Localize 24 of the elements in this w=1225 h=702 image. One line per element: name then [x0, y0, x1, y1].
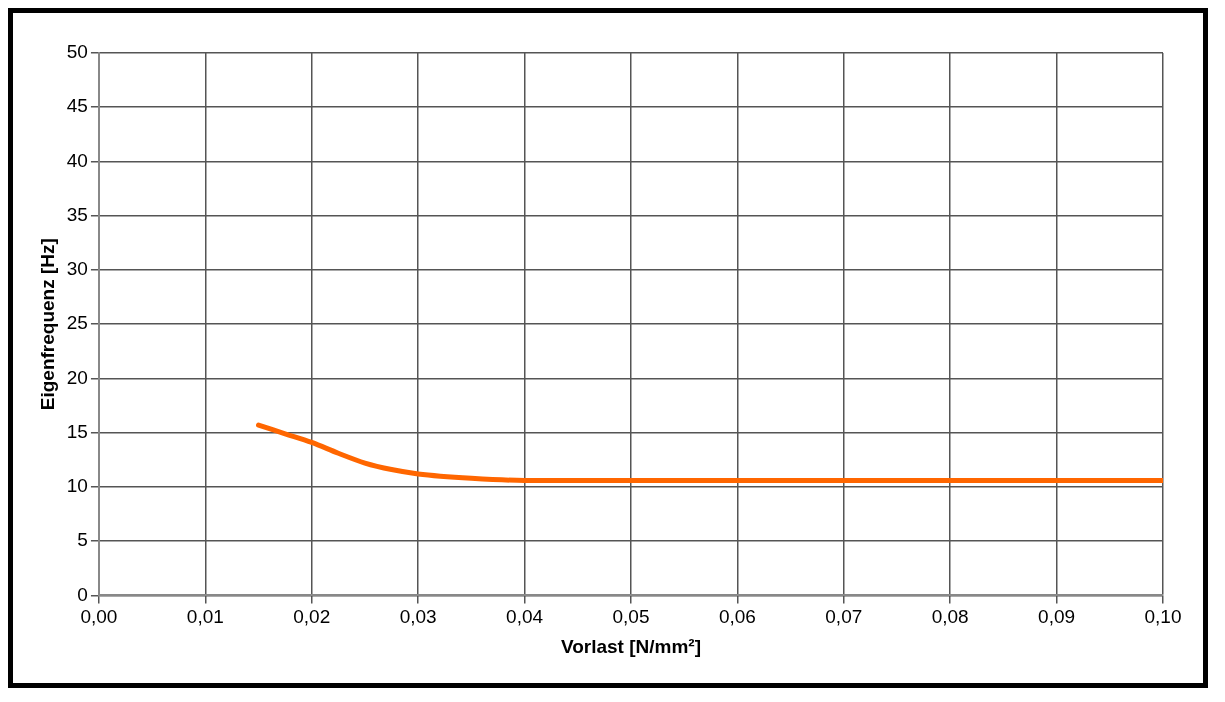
- y-tick-label: 0: [77, 583, 88, 605]
- x-tick-label: 0,06: [718, 606, 756, 628]
- x-tick-label: 0,05: [612, 606, 650, 628]
- x-tick-label: 0,03: [399, 606, 437, 628]
- y-tick-label: 40: [66, 149, 88, 171]
- x-tick-label: 0,07: [825, 606, 863, 628]
- y-tick-label: 25: [66, 312, 88, 334]
- y-tick-label: 15: [66, 420, 88, 442]
- x-tick-label: 0,04: [506, 606, 544, 628]
- y-tick-label: 30: [66, 258, 88, 280]
- x-tick-label: 0,00: [80, 606, 118, 628]
- x-tick-label: 0,10: [1144, 606, 1182, 628]
- y-tick-label: 20: [66, 366, 88, 388]
- x-axis-title: Vorlast [N/mm²]: [560, 635, 701, 657]
- x-tick-label: 0,02: [293, 606, 331, 628]
- y-axis-title: Eigenfrequenz [Hz]: [36, 238, 58, 411]
- y-tick-label: 45: [66, 95, 88, 117]
- x-tick-label: 0,01: [186, 606, 224, 628]
- y-tick-label: 5: [77, 529, 88, 551]
- y-tick-label: 10: [66, 475, 88, 497]
- x-tick-label: 0,08: [931, 606, 969, 628]
- x-tick-label: 0,09: [1038, 606, 1076, 628]
- y-tick-label: 50: [66, 41, 88, 63]
- y-tick-label: 35: [66, 203, 88, 225]
